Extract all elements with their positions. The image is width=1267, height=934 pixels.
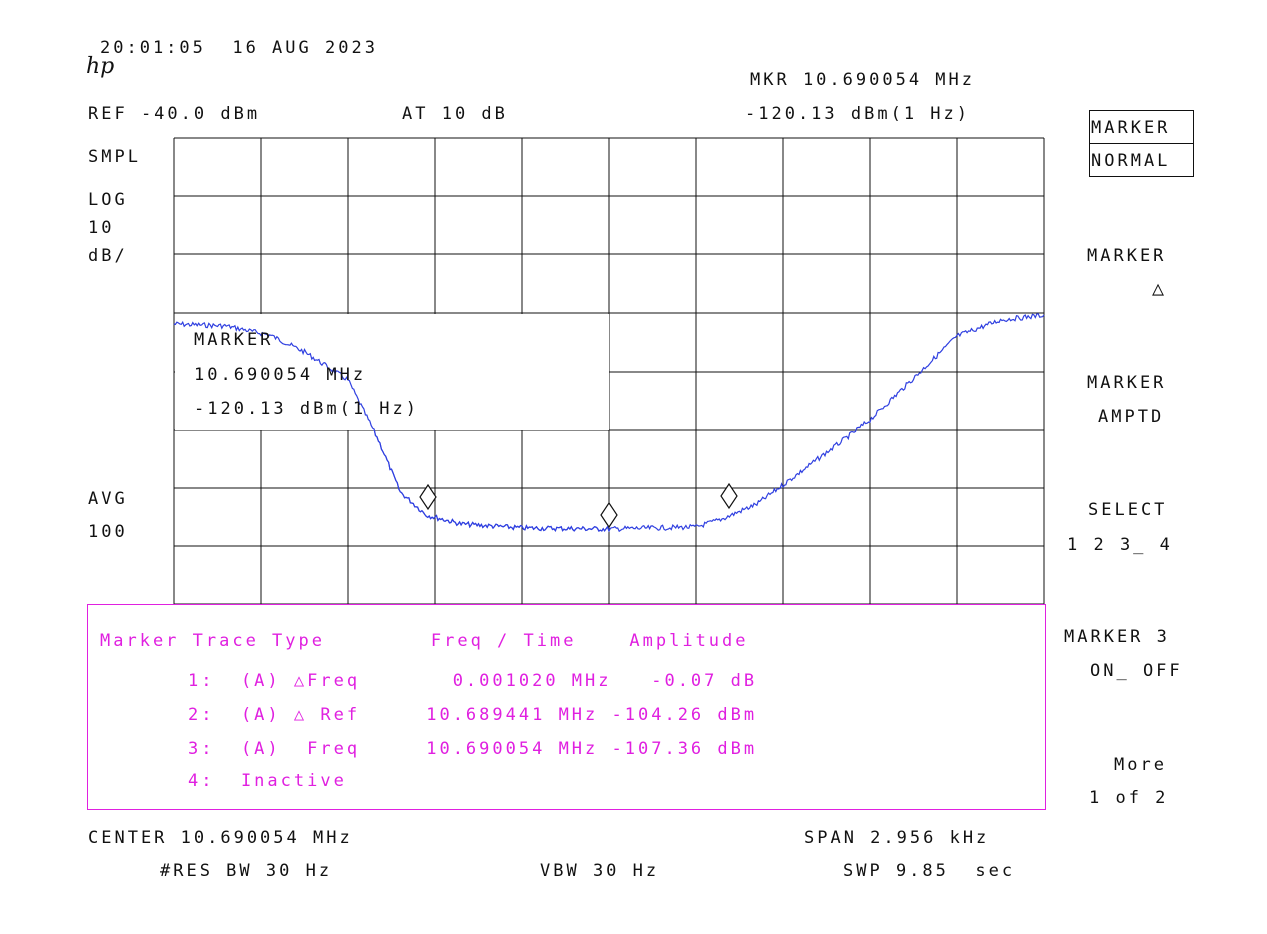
marker-inset-freq: 10.690054 MHz — [194, 365, 367, 385]
scale-type-label: LOG — [88, 190, 128, 210]
marker-table: Marker Trace Type Freq / Time Amplitude … — [87, 604, 1046, 810]
marker-diamond-1 — [419, 483, 437, 511]
softkey-marker-amptd[interactable]: MARKER — [1087, 373, 1167, 393]
marker-table-row-1: 1: (A) △Freq 0.001020 MHz -0.07 dB — [188, 671, 758, 691]
marker-freq-readout: MKR 10.690054 MHz — [750, 70, 975, 90]
attenuation: AT 10 dB — [402, 104, 508, 124]
video-bandwidth: VBW 30 Hz — [540, 861, 660, 881]
marker-inset-bg — [175, 314, 609, 430]
marker-amp-readout: -120.13 dBm(1 Hz) — [745, 104, 970, 124]
resolution-bandwidth: #RES BW 30 Hz — [160, 861, 333, 881]
marker-table-row-3: 3: (A) Freq 10.690054 MHz -107.36 dBm — [188, 739, 758, 759]
softkey-marker-amptd-line2[interactable]: AMPTD — [1098, 407, 1165, 427]
softkey-marker-3-toggle[interactable]: ON_ OFF — [1090, 661, 1183, 681]
marker-inset-title: MARKER — [194, 330, 274, 350]
softkey-marker-normal[interactable]: MARKER — [1091, 118, 1171, 138]
marker-diamond-3 — [720, 482, 738, 510]
softkey-marker-delta[interactable]: MARKER — [1087, 246, 1167, 266]
softkey-select-options[interactable]: 1 2 3_ 4 — [1067, 535, 1173, 555]
avg-label: AVG — [88, 489, 128, 509]
marker-table-row-4: 4: Inactive — [188, 771, 347, 791]
delta-icon[interactable]: △ — [1152, 276, 1168, 300]
hp-logo: hp — [86, 54, 115, 79]
marker-diamond-2 — [600, 501, 618, 529]
softkey-1-bottom-box — [1089, 143, 1194, 177]
softkey-select[interactable]: SELECT — [1088, 500, 1168, 520]
ref-level: REF -40.0 dBm — [88, 104, 261, 124]
softkey-marker-3[interactable]: MARKER 3 — [1064, 627, 1170, 647]
avg-count: 100 — [88, 522, 128, 542]
softkey-more[interactable]: More — [1114, 755, 1167, 775]
scale-value-label: 10 — [88, 218, 115, 238]
timestamp: 20:01:05 16 AUG 2023 — [100, 38, 378, 58]
frequency-span: SPAN 2.956 kHz — [804, 828, 990, 848]
marker-diamonds — [419, 482, 738, 529]
center-frequency: CENTER 10.690054 MHz — [88, 828, 353, 848]
marker-inset-amp: -120.13 dBm(1 Hz) — [194, 399, 419, 419]
scale-unit-label: dB/ — [88, 246, 128, 266]
softkey-more-page[interactable]: 1 of 2 — [1089, 788, 1169, 808]
detector-label: SMPL — [88, 147, 141, 167]
marker-table-row-2: 2: (A) △ Ref 10.689441 MHz -104.26 dBm — [188, 705, 758, 725]
marker-table-header: Marker Trace Type Freq / Time Amplitude — [100, 631, 749, 651]
sweep-time: SWP 9.85 sec — [843, 861, 1016, 881]
softkey-marker-normal-line2[interactable]: NORMAL — [1091, 151, 1171, 171]
